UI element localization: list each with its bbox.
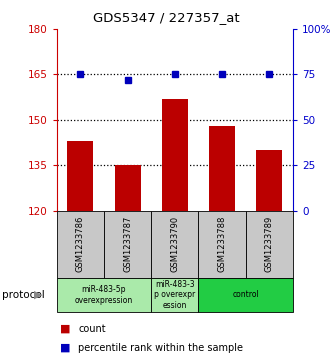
- Text: percentile rank within the sample: percentile rank within the sample: [78, 343, 243, 352]
- Text: GSM1233789: GSM1233789: [265, 216, 274, 272]
- Bar: [256, 150, 282, 211]
- Bar: [198, 278, 293, 312]
- Text: control: control: [232, 290, 259, 299]
- Bar: [104, 211, 151, 278]
- Bar: [162, 99, 188, 211]
- Text: ■: ■: [60, 324, 71, 334]
- Text: GSM1233790: GSM1233790: [170, 216, 179, 272]
- Text: count: count: [78, 324, 106, 334]
- Bar: [57, 211, 104, 278]
- Text: GSM1233787: GSM1233787: [123, 216, 132, 272]
- Bar: [57, 278, 151, 312]
- Bar: [67, 141, 93, 211]
- Text: GSM1233788: GSM1233788: [217, 216, 227, 272]
- Text: ▶: ▶: [34, 290, 43, 300]
- Text: GDS5347 / 227357_at: GDS5347 / 227357_at: [93, 11, 240, 24]
- Text: protocol: protocol: [2, 290, 44, 300]
- Text: miR-483-3
p overexpr
ession: miR-483-3 p overexpr ession: [154, 280, 195, 310]
- Bar: [115, 165, 141, 211]
- Bar: [209, 126, 235, 211]
- Text: ■: ■: [60, 343, 71, 352]
- Bar: [151, 278, 198, 312]
- Bar: [246, 211, 293, 278]
- Text: miR-483-5p
overexpression: miR-483-5p overexpression: [75, 285, 133, 305]
- Bar: [198, 211, 246, 278]
- Bar: [151, 211, 198, 278]
- Text: GSM1233786: GSM1233786: [76, 216, 85, 272]
